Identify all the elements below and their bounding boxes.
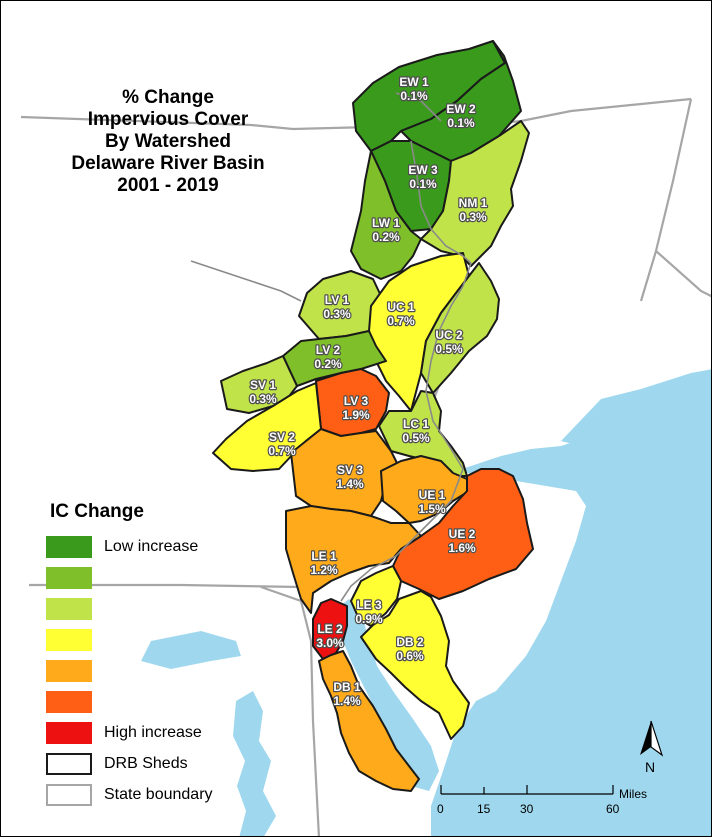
label-LW1: LW 1 0.2% bbox=[372, 216, 400, 244]
scale-tick-30: 30 bbox=[520, 802, 534, 816]
legend-item-state-boundary: State boundary bbox=[46, 779, 256, 810]
watershed-labels: EW 1 0.1% EW 2 0.1% EW 3 0.1% LW 1 0.2% NM 1… bbox=[248, 74, 489, 709]
label-NM1: NM 1 0.3% bbox=[459, 196, 488, 224]
legend: IC Change Low increase High increase DRB… bbox=[46, 501, 256, 810]
delaware-bay bbox=[331, 599, 439, 791]
scale-unit: Miles bbox=[619, 787, 647, 801]
label-SV1: SV 1 0.3% bbox=[249, 378, 277, 406]
long-island-sound bbox=[561, 369, 711, 446]
legend-item-high: High increase bbox=[46, 717, 256, 748]
label-EW3: EW 3 0.1% bbox=[408, 163, 438, 191]
shed-NM1 bbox=[420, 120, 530, 267]
shed-LV2 bbox=[282, 330, 387, 387]
label-DB2: DB 2 0.6% bbox=[396, 635, 424, 663]
legend-item-4 bbox=[46, 624, 256, 655]
title-line-3: By Watershed bbox=[105, 131, 231, 152]
north-label: N bbox=[645, 759, 655, 775]
label-LE1: LE 1 1.2% bbox=[310, 549, 338, 577]
label-LV3: LV 3 1.9% bbox=[342, 394, 370, 422]
legend-swatch-6 bbox=[46, 690, 92, 713]
scale-tick-0: 0 bbox=[437, 802, 444, 816]
shed-DB2 bbox=[360, 590, 470, 740]
bay-inlet bbox=[141, 631, 241, 669]
legend-swatch-state-boundary bbox=[46, 783, 92, 806]
label-LC1: LC 1 0.5% bbox=[402, 417, 430, 445]
label-EW1: EW 1 0.1% bbox=[399, 75, 429, 103]
watershed-polygons bbox=[212, 40, 534, 792]
legend-label: Low increase bbox=[104, 537, 199, 555]
label-DB1: DB 1 1.4% bbox=[333, 680, 361, 708]
north-arrow: N bbox=[640, 720, 664, 775]
legend-swatch-4 bbox=[46, 628, 92, 651]
title-line-2: Impervious Cover bbox=[87, 109, 249, 130]
label-UE2: UE 2 1.6% bbox=[448, 527, 476, 555]
label-SV2: SV 2 0.7% bbox=[268, 430, 296, 458]
map-title: % Change Impervious Cover By Watershed D… bbox=[53, 87, 283, 197]
north-arrow-icon bbox=[640, 721, 651, 755]
legend-item-5 bbox=[46, 655, 256, 686]
scale-tick-60: 60 bbox=[606, 802, 620, 816]
legend-label: DRB Sheds bbox=[104, 754, 188, 772]
label-LE2: LE 2 3.0% bbox=[316, 622, 344, 650]
legend-item-6 bbox=[46, 686, 256, 717]
legend-swatch-5 bbox=[46, 659, 92, 682]
label-UC2: UC 2 0.5% bbox=[435, 328, 463, 356]
legend-label: State boundary bbox=[104, 785, 213, 803]
title-line-4: Delaware River Basin bbox=[71, 153, 265, 174]
scale-tick-15: 15 bbox=[477, 802, 491, 816]
shed-DB1 bbox=[318, 650, 420, 792]
rivers bbox=[190, 92, 472, 602]
legend-item-low: Low increase bbox=[46, 531, 256, 562]
legend-item-3 bbox=[46, 593, 256, 624]
label-LE3: LE 3 0.9% bbox=[355, 598, 383, 626]
shed-LE1 bbox=[285, 505, 422, 614]
shed-LW1 bbox=[350, 150, 422, 280]
scale-bar: Miles 0 15 30 60 bbox=[437, 785, 647, 816]
atlantic-ocean bbox=[431, 381, 711, 836]
title-line-5: 2001 - 2019 bbox=[117, 175, 219, 196]
label-UE1: UE 1 1.5% bbox=[418, 488, 446, 516]
legend-swatch-drb-sheds bbox=[46, 752, 92, 775]
legend-swatch-1 bbox=[46, 535, 92, 558]
label-SV3: SV 3 1.4% bbox=[336, 463, 364, 491]
shed-UC2 bbox=[420, 262, 500, 394]
legend-item-drb-sheds: DRB Sheds bbox=[46, 748, 256, 779]
legend-label: High increase bbox=[104, 723, 202, 741]
legend-item-2 bbox=[46, 562, 256, 593]
title-line-1: % Change bbox=[122, 87, 214, 108]
shed-LE2 bbox=[312, 598, 348, 660]
chesapeake-bay bbox=[233, 691, 276, 836]
label-LV2: LV 2 0.2% bbox=[314, 343, 342, 371]
label-UC1: UC 1 0.7% bbox=[387, 300, 415, 328]
shed-SV1 bbox=[220, 355, 298, 414]
label-LV1: LV 1 0.3% bbox=[323, 293, 351, 321]
shed-LE3 bbox=[350, 565, 402, 627]
shed-UE2 bbox=[392, 468, 534, 600]
legend-title: IC Change bbox=[50, 501, 144, 522]
label-EW2: EW 2 0.1% bbox=[446, 102, 476, 130]
legend-swatch-7 bbox=[46, 721, 92, 744]
legend-swatch-2 bbox=[46, 566, 92, 589]
legend-swatch-3 bbox=[46, 597, 92, 620]
